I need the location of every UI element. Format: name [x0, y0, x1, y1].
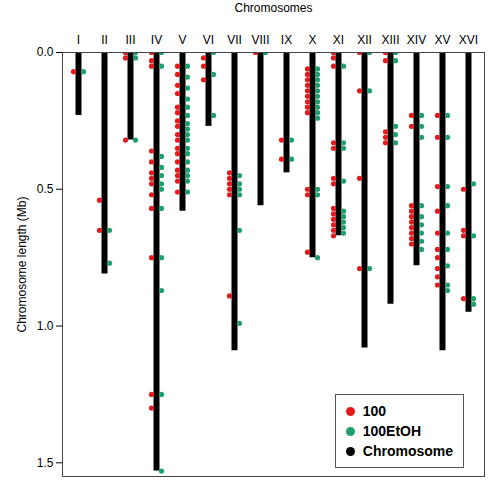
svg-text:XIII: XIII [381, 33, 399, 47]
svg-text:XIV: XIV [407, 33, 426, 47]
svg-text:IV: IV [151, 33, 162, 47]
svg-text:Chromosome length (Mb): Chromosome length (Mb) [15, 196, 29, 332]
svg-text:0.5: 0.5 [37, 182, 54, 196]
svg-text:III: III [125, 33, 135, 47]
svg-text:XVI: XVI [459, 33, 478, 47]
svg-text:XI: XI [333, 33, 344, 47]
svg-text:II: II [101, 33, 108, 47]
svg-text:VII: VII [227, 33, 242, 47]
svg-text:XV: XV [434, 33, 450, 47]
svg-text:1.5: 1.5 [37, 456, 54, 470]
svg-text:VI: VI [203, 33, 214, 47]
svg-text:0.0: 0.0 [37, 45, 54, 59]
svg-text:I: I [77, 33, 80, 47]
html-text:100: 100 [362, 403, 387, 419]
html-text:100EtOH: 100EtOH [362, 423, 422, 439]
svg-text:V: V [178, 33, 186, 47]
svg-text:X: X [308, 33, 316, 47]
html-text:Chromosome: Chromosome [362, 443, 453, 459]
svg-text:XII: XII [357, 33, 372, 47]
svg-text:VIII: VIII [251, 33, 269, 47]
svg-text:Chromosomes: Chromosomes [234, 1, 312, 15]
svg-text:1.0: 1.0 [37, 319, 54, 333]
svg-text:IX: IX [281, 33, 292, 47]
